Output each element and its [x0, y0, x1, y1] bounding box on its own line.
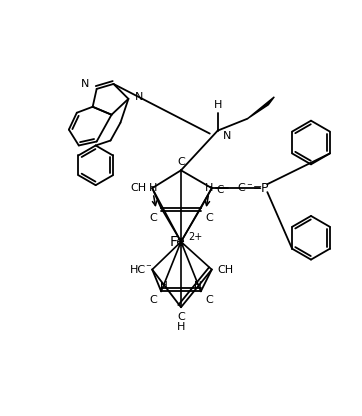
Text: C: C	[177, 312, 185, 322]
Text: H: H	[194, 281, 202, 291]
Text: P: P	[261, 182, 268, 195]
Text: H: H	[149, 183, 157, 193]
Text: CH: CH	[218, 265, 234, 275]
Text: N: N	[135, 92, 144, 102]
Polygon shape	[248, 97, 274, 119]
Text: C: C	[216, 185, 223, 195]
Text: N: N	[223, 131, 231, 141]
Text: Fe: Fe	[169, 235, 185, 249]
Text: C: C	[238, 183, 245, 193]
Text: =: =	[253, 183, 262, 193]
Text: H: H	[214, 100, 222, 110]
Text: C: C	[205, 295, 212, 305]
Text: C: C	[150, 295, 157, 305]
Text: C: C	[150, 213, 157, 223]
Text: C: C	[205, 213, 212, 223]
Text: H: H	[160, 281, 168, 291]
Text: H: H	[205, 183, 213, 193]
Text: HC: HC	[130, 265, 146, 275]
Text: $^{-}$: $^{-}$	[246, 182, 253, 192]
Text: H: H	[177, 322, 185, 332]
Text: C: C	[177, 157, 185, 167]
Text: $^{-}$: $^{-}$	[145, 263, 152, 274]
Text: 2+: 2+	[188, 232, 202, 242]
Text: CH: CH	[130, 183, 146, 193]
Text: N: N	[81, 79, 90, 89]
